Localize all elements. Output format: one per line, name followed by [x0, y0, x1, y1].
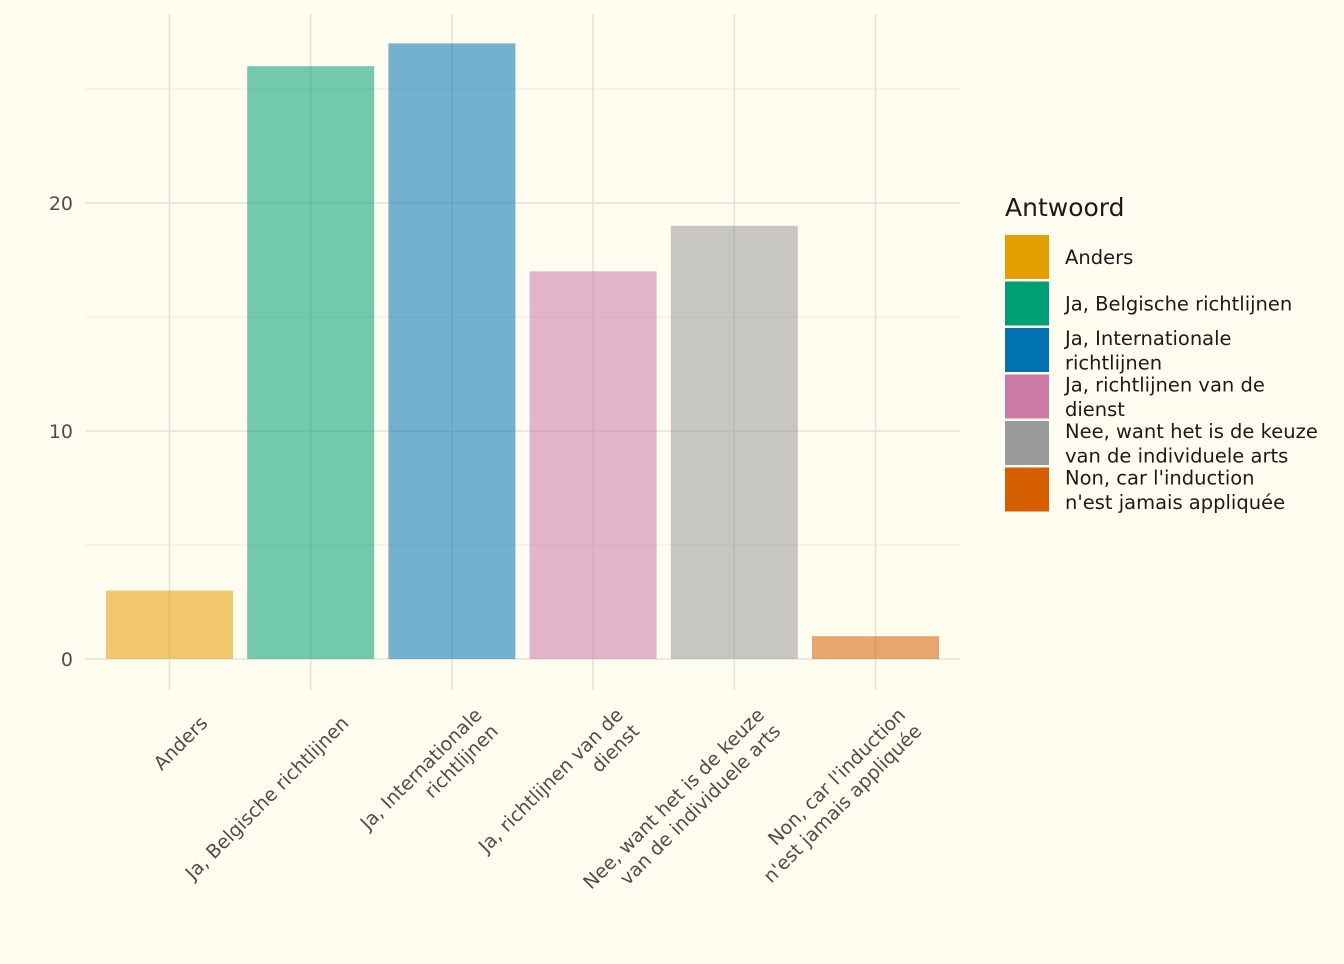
legend-label: Ja, richtlijnen van de	[1063, 373, 1265, 396]
legend-title: Antwoord	[1005, 193, 1125, 222]
x-tick-label-line: Ja, richtlijnen van de	[474, 704, 628, 858]
legend-label: Non, car l'induction	[1065, 466, 1255, 489]
bar-1	[106, 590, 233, 659]
legend-label: Nee, want het is de keuze	[1065, 420, 1318, 443]
legend-label: van de individuele arts	[1065, 444, 1288, 467]
bars	[106, 43, 939, 660]
grid	[85, 14, 960, 690]
y-axis: 0 10 20	[49, 193, 73, 671]
x-tick-label: Anders	[150, 712, 213, 775]
y-tick-label: 10	[49, 421, 73, 443]
legend-label: Ja, Internationale	[1063, 327, 1232, 350]
y-tick-label: 0	[61, 649, 73, 671]
x-tick-label-line: Ja, Belgische richtlijnen	[181, 712, 354, 885]
x-tick-label-line: van de individuele arts	[616, 720, 785, 889]
bar-3	[388, 43, 516, 659]
bar-4	[529, 271, 657, 659]
legend-label: Anders	[1065, 246, 1133, 269]
legend-key	[1005, 328, 1049, 372]
legend-key	[1005, 374, 1049, 419]
legend-label: richtlijnen	[1065, 351, 1162, 374]
legend-key	[1005, 235, 1049, 279]
legend: Antwoord Anders Ja, Belgische richtlijnen…	[1005, 193, 1318, 514]
bar-6	[812, 636, 939, 659]
legend-key	[1005, 467, 1049, 512]
bar-5	[670, 225, 798, 660]
x-tick-label: Ja, Belgische richtlijnen	[181, 712, 354, 885]
legend-label: dienst	[1065, 398, 1125, 421]
x-tick-label-line: Anders	[150, 712, 213, 775]
x-tick-label-line: Non, car l'induction	[764, 704, 910, 850]
legend-key	[1005, 281, 1049, 326]
bar-2	[247, 66, 375, 659]
legend-label: n'est jamais appliquée	[1065, 491, 1285, 514]
legend-key	[1005, 421, 1049, 465]
legend-label: Ja, Belgische richtlijnen	[1063, 293, 1292, 316]
y-tick-label: 20	[49, 193, 73, 215]
x-tick-label-line: n'est jamais appliquée	[759, 720, 926, 887]
